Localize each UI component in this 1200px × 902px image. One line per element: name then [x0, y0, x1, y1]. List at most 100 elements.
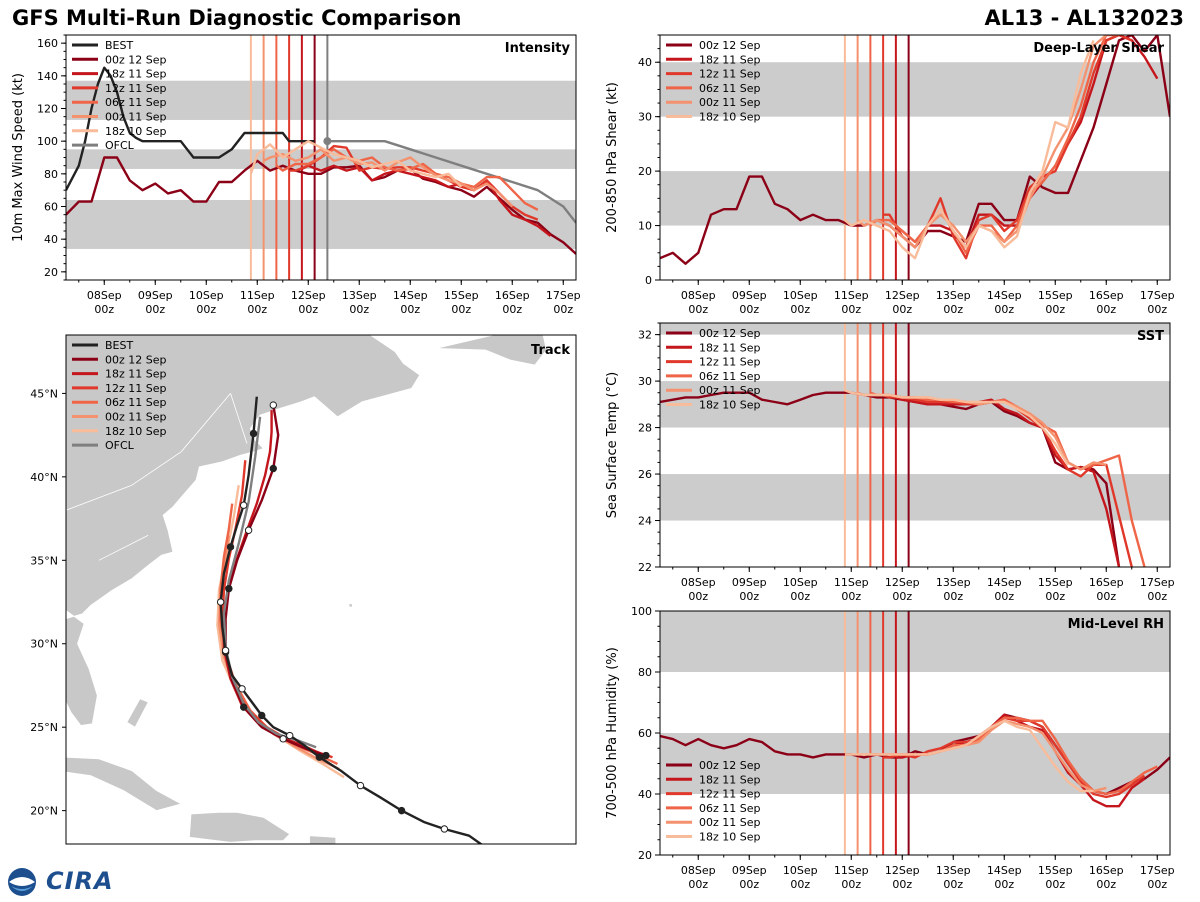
shear-ytick-label: 40 [638, 56, 652, 69]
shear-xtick-label: 14Sep [987, 289, 1022, 302]
rh-title: Mid-Level RH [1068, 617, 1164, 632]
sst-panel: 22242628303208Sep00z09Sep00z10Sep00z11Se… [605, 322, 1175, 603]
rh-xtick-label: 09Sep [732, 864, 767, 877]
sst-band-0 [660, 474, 1170, 521]
intensity-ofcl-start-marker [323, 137, 332, 146]
shear-ytick-label: 0 [645, 274, 652, 287]
noaa-logo-icon [8, 868, 36, 896]
cira-logo-text: CIRA [46, 867, 114, 895]
shear-xtick-sublabel: 00z [688, 303, 708, 316]
sst-xtick-label: 09Sep [732, 576, 767, 589]
shear-legend-label: 12z 11 Sep [699, 68, 761, 81]
intensity-xtick-label: 08Sep [87, 289, 122, 302]
shear-xtick-sublabel: 00z [739, 303, 759, 316]
sst-xtick-sublabel: 00z [892, 590, 912, 603]
track-position-marker [238, 685, 246, 693]
track-legend-label: BEST [105, 339, 133, 352]
rh-xtick-sublabel: 00z [1096, 878, 1116, 891]
intensity-xtick-label: 14Sep [393, 289, 428, 302]
intensity-legend-label: 18z 10 Sep [105, 125, 167, 138]
intensity-series-best [66, 66, 315, 191]
track-series-best [219, 396, 483, 844]
rh-xtick-sublabel: 00z [1147, 878, 1167, 891]
track-lat-label: 40°N [30, 471, 58, 484]
shear-xtick-label: 09Sep [732, 289, 767, 302]
shear-xtick-sublabel: 00z [790, 303, 810, 316]
rh-xtick-label: 17Sep [1140, 864, 1175, 877]
state-borders [66, 393, 248, 561]
intensity-ytick-label: 40 [44, 233, 58, 246]
intensity-xtick-sublabel: 00z [502, 303, 522, 316]
sst-legend-label: 12z 11 Sep [699, 356, 761, 369]
intensity-ytick-label: 160 [37, 37, 58, 50]
shear-xtick-sublabel: 00z [841, 303, 861, 316]
intensity-ytick-label: 20 [44, 266, 58, 279]
intensity-series-06z-11-sep [275, 148, 539, 211]
shear-xtick-label: 16Sep [1089, 289, 1124, 302]
sst-frame [659, 322, 1171, 568]
rh-panel: 2040608010008Sep00z09Sep00z10Sep00z11Sep… [605, 605, 1175, 891]
rh-xtick-label: 13Sep [936, 864, 971, 877]
shear-xtick-label: 12Sep [885, 289, 920, 302]
intensity-ytick-label: 60 [44, 201, 58, 214]
shear-xtick-label: 10Sep [783, 289, 818, 302]
track-legend-label: 18z 10 Sep [105, 425, 167, 438]
shear-xtick-sublabel: 00z [1045, 303, 1065, 316]
rh-band-1 [660, 611, 1170, 672]
sst-title: SST [1137, 329, 1164, 344]
rh-xtick-label: 12Sep [885, 864, 920, 877]
track-position-marker [225, 584, 233, 593]
intensity-ytick-label: 100 [37, 135, 58, 148]
rh-ytick-label: 80 [638, 666, 652, 679]
intensity-xtick-sublabel: 00z [298, 303, 318, 316]
sst-xtick-sublabel: 00z [1045, 590, 1065, 603]
shear-series-18z-10-sep [844, 39, 1095, 260]
shear-title: Deep-Layer Shear [1033, 41, 1164, 56]
shear-xtick-sublabel: 00z [943, 303, 963, 316]
sst-legend-label: 06z 11 Sep [699, 370, 761, 383]
track-legend-label: 06z 11 Sep [105, 396, 167, 409]
intensity-xtick-label: 10Sep [189, 289, 224, 302]
track-position-marker [226, 543, 235, 551]
logo: CIRA [6, 866, 116, 898]
track-legend-label: 00z 12 Sep [105, 353, 167, 366]
intensity-xtick-sublabel: 00z [145, 303, 165, 316]
track-position-marker [216, 598, 225, 606]
shear-xtick-label: 08Sep [681, 289, 716, 302]
sst-xtick-label: 13Sep [936, 576, 971, 589]
intensity-xtick-label: 12Sep [291, 289, 326, 302]
track-position-marker [286, 731, 294, 740]
track-legend-label: 18z 11 Sep [105, 368, 167, 381]
track-lat-label: 20°N [30, 805, 58, 818]
figure-title: GFS Multi-Run Diagnostic Comparison [12, 6, 462, 30]
shear-band-0 [660, 171, 1170, 226]
sst-legend-label: 18z 11 Sep [699, 341, 761, 354]
track-position-marker [322, 751, 330, 760]
intensity-ytick-label: 120 [37, 103, 58, 116]
sst-ytick-label: 30 [638, 375, 652, 388]
rh-ytick-label: 40 [638, 788, 652, 801]
sst-xtick-sublabel: 00z [1147, 590, 1167, 603]
rh-ylabel: 700-500 hPa Humidity (%) [605, 647, 620, 819]
shear-xtick-label: 13Sep [936, 289, 971, 302]
sst-xtick-label: 17Sep [1140, 576, 1175, 589]
sst-xtick-sublabel: 00z [790, 590, 810, 603]
sst-ylabel: Sea Surface Temp (°C) [605, 372, 620, 519]
sst-ytick-label: 28 [638, 422, 652, 435]
intensity-xtick-sublabel: 00z [451, 303, 471, 316]
shear-legend-label: 00z 12 Sep [699, 39, 761, 52]
sst-xtick-label: 11Sep [834, 576, 869, 589]
rh-legend-label: 00z 11 Sep [699, 816, 761, 829]
track-plot-area [66, 335, 576, 844]
track-frame [65, 334, 577, 845]
bahamas-land [126, 698, 149, 728]
rh-legend-label: 18z 10 Sep [699, 831, 761, 844]
storm-id-title: AL13 - AL132023 [984, 6, 1185, 30]
shear-ylabel: 200-850 hPa Shear (kt) [605, 82, 620, 233]
shear-xtick-label: 17Sep [1140, 289, 1175, 302]
track-lat-label: 35°N [30, 554, 58, 567]
sst-xtick-sublabel: 00z [739, 590, 759, 603]
intensity-xtick-sublabel: 00z [94, 303, 114, 316]
newfoundland-land [436, 335, 547, 366]
